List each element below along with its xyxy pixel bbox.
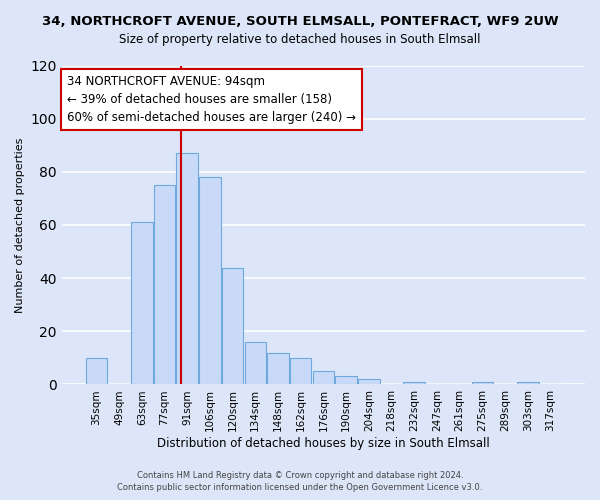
Text: Size of property relative to detached houses in South Elmsall: Size of property relative to detached ho… <box>119 32 481 46</box>
Bar <box>267 352 289 384</box>
Bar <box>472 382 493 384</box>
Bar <box>290 358 311 384</box>
Bar <box>131 222 152 384</box>
Bar <box>86 358 107 384</box>
Text: 34 NORTHCROFT AVENUE: 94sqm
← 39% of detached houses are smaller (158)
60% of se: 34 NORTHCROFT AVENUE: 94sqm ← 39% of det… <box>67 75 356 124</box>
X-axis label: Distribution of detached houses by size in South Elmsall: Distribution of detached houses by size … <box>157 437 490 450</box>
Bar <box>403 382 425 384</box>
Bar <box>517 382 539 384</box>
Bar <box>176 153 198 384</box>
Bar <box>199 177 221 384</box>
Bar <box>245 342 266 384</box>
Text: Contains HM Land Registry data © Crown copyright and database right 2024.
Contai: Contains HM Land Registry data © Crown c… <box>118 471 482 492</box>
Y-axis label: Number of detached properties: Number of detached properties <box>15 138 25 312</box>
Bar <box>335 376 357 384</box>
Text: 34, NORTHCROFT AVENUE, SOUTH ELMSALL, PONTEFRACT, WF9 2UW: 34, NORTHCROFT AVENUE, SOUTH ELMSALL, PO… <box>41 15 559 28</box>
Bar <box>222 268 244 384</box>
Bar <box>358 379 380 384</box>
Bar <box>154 185 175 384</box>
Bar <box>313 371 334 384</box>
